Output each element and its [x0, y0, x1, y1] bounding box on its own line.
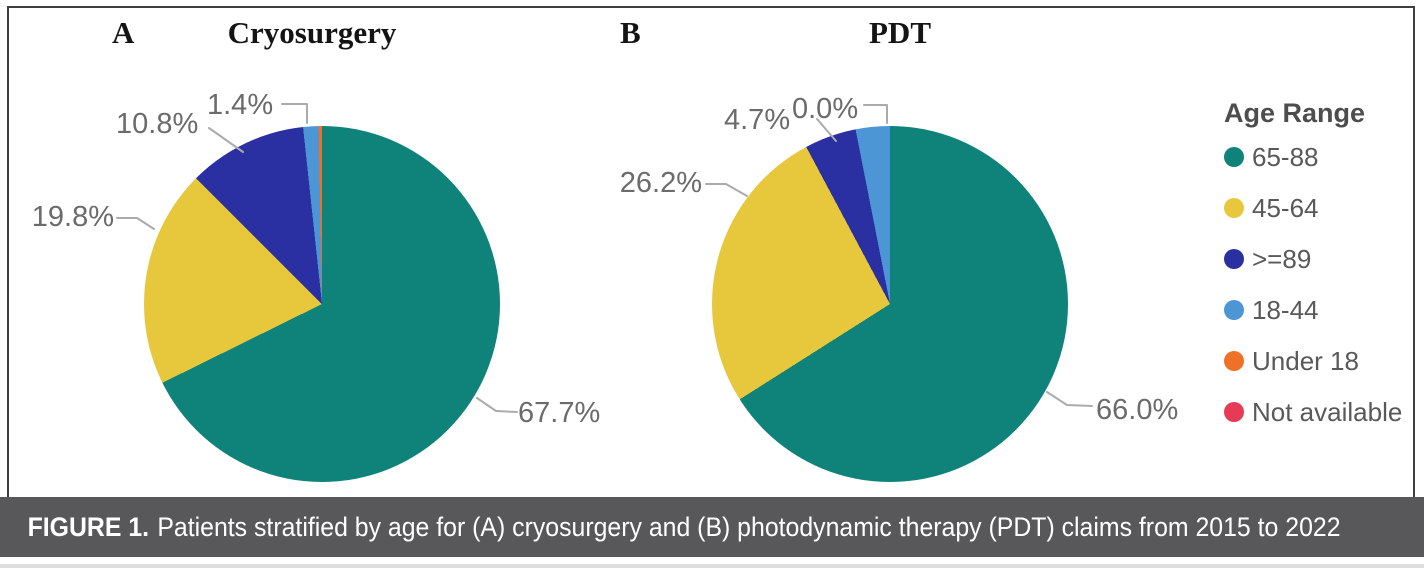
- legend-item-under18: Under 18: [1224, 346, 1420, 376]
- bottom-divider: [0, 564, 1424, 568]
- pie-b-label-89plus: 4.7%: [724, 104, 791, 136]
- pie-a-label-65-88: 67.7%: [518, 397, 601, 429]
- caption-text: Patients stratified by age for (A) cryos…: [157, 511, 1341, 542]
- legend-swatch-45-64-icon: [1224, 198, 1244, 218]
- legend-item-45-64: 45-64: [1224, 193, 1420, 223]
- legend-swatch-under18-icon: [1224, 351, 1244, 371]
- pie-chart-cryosurgery: [144, 126, 500, 482]
- pie-b-label-45-64: 26.2%: [619, 167, 702, 199]
- pie-a-label-18-44: 1.4%: [207, 89, 274, 121]
- legend-swatch-89plus-icon: [1224, 249, 1244, 269]
- legend-label-18-44: 18-44: [1252, 295, 1319, 325]
- legend-swatch-18-44-icon: [1224, 300, 1244, 320]
- panel-a-title: Cryosurgery: [227, 15, 397, 50]
- panel-b-letter: B: [620, 15, 641, 50]
- legend-item-not-available: Not available: [1224, 397, 1420, 427]
- legend-item-18-44: 18-44: [1224, 295, 1420, 325]
- pie-b-label-under18: 0.0%: [792, 93, 859, 125]
- legend-label-65-88: 65-88: [1252, 142, 1319, 172]
- legend-label-under18: Under 18: [1252, 346, 1359, 376]
- legend-label-not-available: Not available: [1252, 397, 1403, 427]
- legend-label-89plus: >=89: [1252, 244, 1312, 274]
- pie-a-label-45-64: 19.8%: [31, 201, 114, 233]
- figure-caption: FIGURE 1. Patients stratified by age for …: [0, 512, 1341, 543]
- legend-title: Age Range: [1224, 98, 1366, 128]
- pie-a-label-89plus: 10.8%: [116, 108, 199, 140]
- legend-swatch-65-88-icon: [1224, 147, 1244, 167]
- legend-item-65-88: 65-88: [1224, 142, 1420, 172]
- panel-a-letter: A: [112, 15, 135, 50]
- legend: Age Range 65-88 45-64 >=89 18-44 Under 1…: [1224, 100, 1420, 453]
- legend-label-45-64: 45-64: [1252, 193, 1319, 223]
- legend-swatch-not-available-icon: [1224, 402, 1244, 422]
- caption-prefix: FIGURE 1.: [27, 511, 150, 542]
- legend-item-89plus: >=89: [1224, 244, 1420, 274]
- panel-b-title: PDT: [869, 15, 931, 50]
- caption-bar: FIGURE 1. Patients stratified by age for …: [0, 497, 1424, 557]
- pie-b-label-65-88: 66.0%: [1096, 394, 1179, 426]
- pie-chart-pdt: [712, 126, 1068, 482]
